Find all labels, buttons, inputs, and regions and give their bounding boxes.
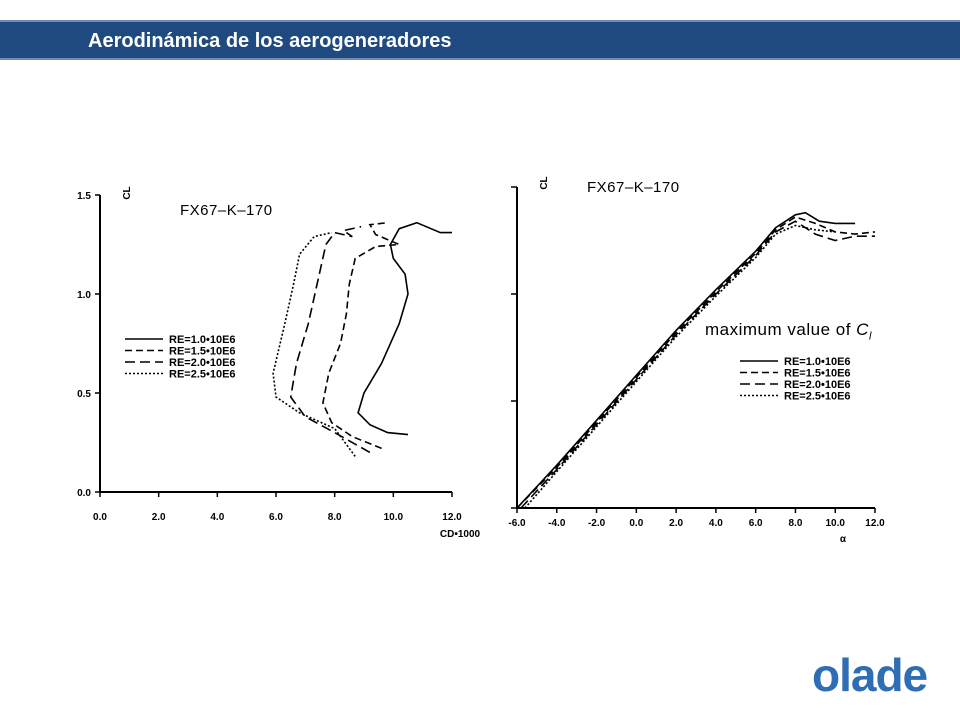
annotation-text: maximum value of: [705, 320, 857, 339]
x-tick-label: -6.0: [508, 518, 526, 529]
x-tick-label: -4.0: [548, 518, 566, 529]
x-tick-label: 0.0: [629, 518, 643, 529]
x-tick-label: 2.0: [152, 512, 166, 523]
legend-label: RE=1.5•10E6: [784, 368, 851, 380]
x-tick-label: 10.0: [384, 512, 404, 523]
x-tick-label: -2.0: [588, 518, 606, 529]
max-cl-annotation: maximum value of Cl: [705, 320, 872, 342]
y-tick-label: 0.5: [77, 389, 91, 400]
series-line: [357, 221, 452, 436]
x-tick-label: 12.0: [865, 518, 885, 529]
x-tick-label: 4.0: [709, 518, 723, 529]
legend-label: RE=1.0•10E6: [169, 334, 236, 346]
series-line: [322, 221, 400, 450]
series-line: [524, 224, 836, 509]
legend-label: RE=2.0•10E6: [784, 379, 851, 391]
x-tick-label: 2.0: [669, 518, 683, 529]
x-tick-label: 4.0: [210, 512, 224, 523]
legend-label: RE=2.0•10E6: [169, 357, 236, 369]
x-axis-label: α: [840, 534, 847, 545]
chart-title: FX67–K–170: [587, 179, 680, 196]
x-tick-label: 6.0: [269, 512, 283, 523]
legend-label: RE=1.0•10E6: [784, 356, 851, 368]
x-tick-label: 8.0: [328, 512, 342, 523]
series-line: [272, 231, 356, 457]
series-line: [520, 220, 875, 509]
annotation-symbol: C: [856, 320, 869, 339]
x-tick-label: 10.0: [825, 518, 845, 529]
chart-lift-curve: -6.0 -4.0 -2.0 0.0 2.0 4.0 6.0 8.0 10.0 12.0 α CL FX…: [508, 176, 885, 545]
y-tick-label: 0.0: [77, 488, 91, 499]
chart-title: FX67–K–170: [180, 202, 273, 219]
y-tick-label: 1.5: [77, 191, 91, 202]
x-tick-label: 12.0: [442, 512, 462, 523]
page-title: Aerodinámica de los aerogeneradores: [88, 30, 452, 52]
y-axis-label: CL: [122, 186, 133, 199]
x-tick-label: 8.0: [788, 518, 802, 529]
x-axis-label: CD•1000: [440, 529, 481, 540]
chart-drag-polar: 0.0 0.5 1.0 1.5 0.0 2.0 4.0 6.0 8.0 10.0 12.0 CD•10…: [77, 186, 481, 540]
legend-label: RE=2.5•10E6: [784, 391, 851, 403]
header-bar: Aerodinámica de los aerogeneradores: [0, 20, 960, 60]
series-line: [516, 211, 856, 509]
x-tick-label: 0.0: [93, 512, 107, 523]
series-line: [289, 225, 371, 454]
y-axis-label: CL: [539, 176, 550, 189]
x-tick-label: 6.0: [749, 518, 763, 529]
y-tick-label: 1.0: [77, 290, 91, 301]
annotation-subscript: l: [868, 330, 872, 343]
legend-label: RE=2.5•10E6: [169, 369, 236, 381]
olade-logo: olade: [812, 649, 928, 701]
legend-label: RE=1.5•10E6: [169, 346, 236, 358]
